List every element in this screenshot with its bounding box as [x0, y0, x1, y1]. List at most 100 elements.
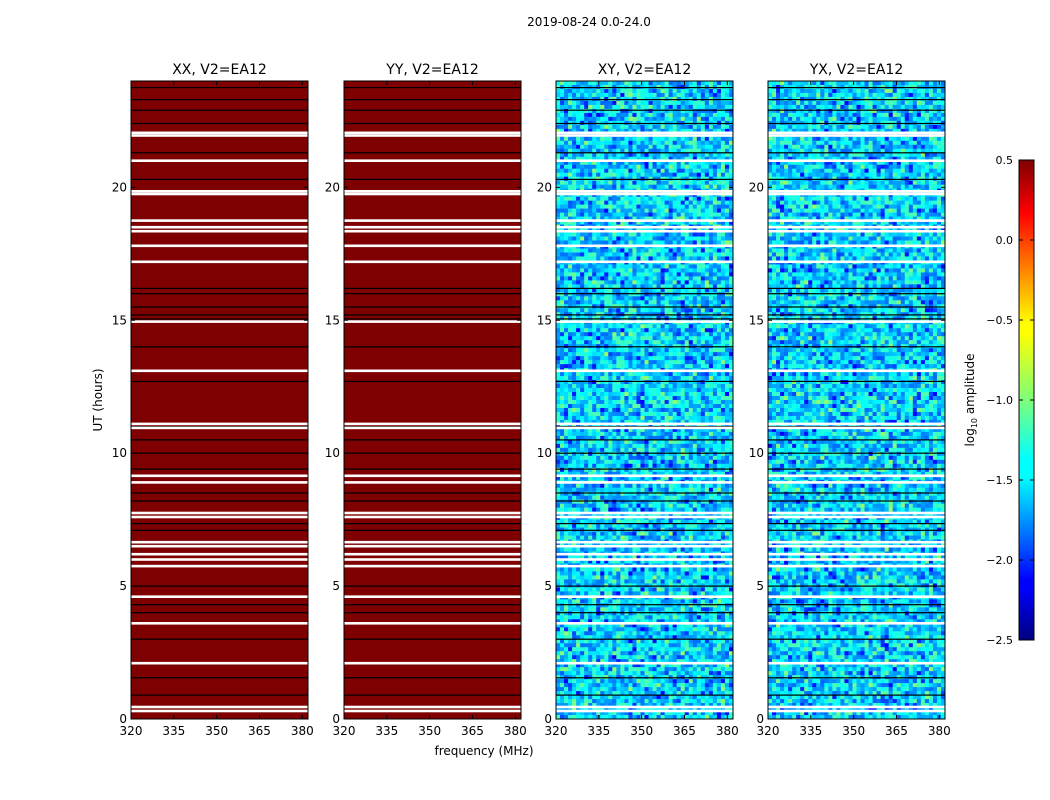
noise-cell: [724, 300, 730, 305]
noise-cell: [580, 352, 585, 357]
noise-cell: [696, 487, 702, 493]
noise-cell: [692, 455, 698, 461]
noise-cell: [664, 92, 670, 98]
noise-cell: [628, 81, 633, 86]
noise-cell: [704, 112, 710, 118]
noise-cell: [668, 487, 674, 493]
noise-cell: [640, 116, 645, 122]
noise-cell: [684, 336, 690, 341]
noise-cell: [648, 140, 653, 146]
flag-line: [344, 134, 521, 137]
noise-cell: [592, 148, 597, 154]
noise-cell: [716, 467, 722, 473]
noise-cell: [608, 328, 613, 333]
noise-cell: [716, 184, 722, 190]
flag-line: [344, 192, 521, 196]
gap-line: [344, 523, 521, 525]
noise-cell: [672, 88, 678, 94]
noise-cell: [728, 308, 734, 313]
noise-cell: [600, 376, 605, 381]
noise-cell: [588, 324, 593, 329]
noise-cell: [620, 384, 625, 389]
noise-cell: [632, 407, 637, 413]
noise-cell: [608, 81, 613, 86]
noise-cell: [628, 236, 633, 241]
noise-cell: [580, 483, 585, 489]
noise-cell: [708, 284, 714, 289]
noise-cell: [560, 124, 565, 130]
noise-cell: [688, 184, 694, 190]
noise-cell: [556, 487, 561, 493]
noise-cell: [712, 168, 718, 174]
noise-cell: [652, 407, 657, 413]
noise-cell: [616, 184, 621, 190]
noise-cell: [688, 180, 694, 186]
noise-cell: [584, 384, 589, 389]
noise-cell: [716, 292, 722, 297]
noise-cell: [716, 252, 722, 257]
noise-cell: [640, 336, 645, 341]
noise-cell: [696, 467, 702, 473]
noise-cell: [648, 200, 653, 206]
noise-cell: [708, 380, 714, 385]
noise-cell: [572, 392, 577, 397]
noise-cell: [644, 108, 649, 114]
noise-cell: [572, 411, 577, 417]
noise-cell: [572, 164, 577, 170]
noise-cell: [676, 220, 682, 225]
noise-cell: [704, 92, 710, 98]
noise-cell: [648, 372, 653, 377]
noise-cell: [636, 212, 641, 217]
noise-cell: [704, 212, 710, 217]
noise-cell: [672, 212, 678, 217]
noise-cell: [592, 232, 597, 237]
flag-line: [344, 260, 521, 264]
noise-cell: [656, 459, 661, 465]
noise-cell: [676, 376, 682, 381]
noise-cell: [588, 212, 593, 217]
noise-cell: [712, 104, 718, 110]
noise-cell: [656, 352, 661, 357]
noise-cell: [604, 92, 609, 98]
noise-cell: [644, 336, 649, 341]
noise-cell: [656, 160, 661, 166]
noise-cell: [640, 396, 645, 401]
noise-cell: [620, 348, 625, 353]
noise-cell: [576, 360, 581, 365]
flag-line: [131, 369, 308, 373]
noise-cell: [624, 280, 629, 285]
noise-cell: [604, 208, 609, 213]
noise-cell: [580, 447, 585, 453]
noise-cell: [648, 240, 653, 245]
noise-cell: [612, 348, 617, 353]
noise-cell: [608, 236, 613, 241]
noise-cell: [672, 112, 678, 118]
noise-cell: [692, 352, 698, 357]
noise-cell: [604, 292, 609, 297]
noise-cell: [576, 296, 581, 301]
noise-cell: [600, 164, 605, 170]
noise-cell: [692, 447, 698, 453]
noise-cell: [600, 140, 605, 146]
noise-cell: [620, 172, 625, 178]
noise-cell: [664, 495, 670, 501]
noise-cell: [664, 475, 670, 481]
noise-cell: [560, 376, 565, 381]
flag-line: [344, 481, 521, 484]
noise-cell: [640, 104, 645, 110]
noise-cell: [584, 240, 589, 245]
noise-cell: [604, 419, 609, 425]
noise-cell: [712, 140, 718, 146]
noise-cell: [576, 467, 581, 473]
noise-cell: [576, 280, 581, 285]
noise-cell: [604, 455, 609, 461]
noise-cell: [728, 204, 734, 209]
noise-cell: [596, 400, 601, 405]
noise-cell: [656, 499, 661, 505]
noise-cell: [676, 332, 682, 337]
noise-cell: [640, 364, 645, 369]
noise-cell: [664, 284, 670, 289]
noise-cell: [720, 384, 726, 389]
flag-line: [131, 159, 308, 162]
